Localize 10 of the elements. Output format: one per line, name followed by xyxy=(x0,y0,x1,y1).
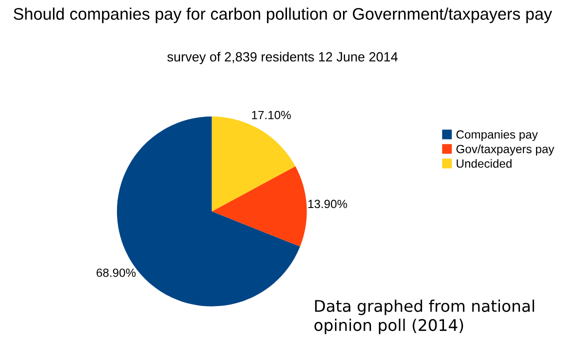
data-label: 17.10% xyxy=(252,110,291,120)
pie-slice xyxy=(212,166,307,247)
chart-title: Should companies pay for carbon pollution or Government/taxpayers pay xyxy=(14,8,552,24)
legend-label: Gov/taxpayers pay xyxy=(456,144,554,156)
legend-label: Companies pay xyxy=(456,130,538,141)
data-label: 68.90% xyxy=(96,268,136,277)
data-label: 13.90% xyxy=(308,200,348,208)
legend-label: Undecided xyxy=(456,159,512,168)
chart-subtitle: survey of 2,839 residents 12 June 2014 xyxy=(167,52,398,64)
text: Data graphed from national opinion poll (2014) xyxy=(314,300,534,334)
